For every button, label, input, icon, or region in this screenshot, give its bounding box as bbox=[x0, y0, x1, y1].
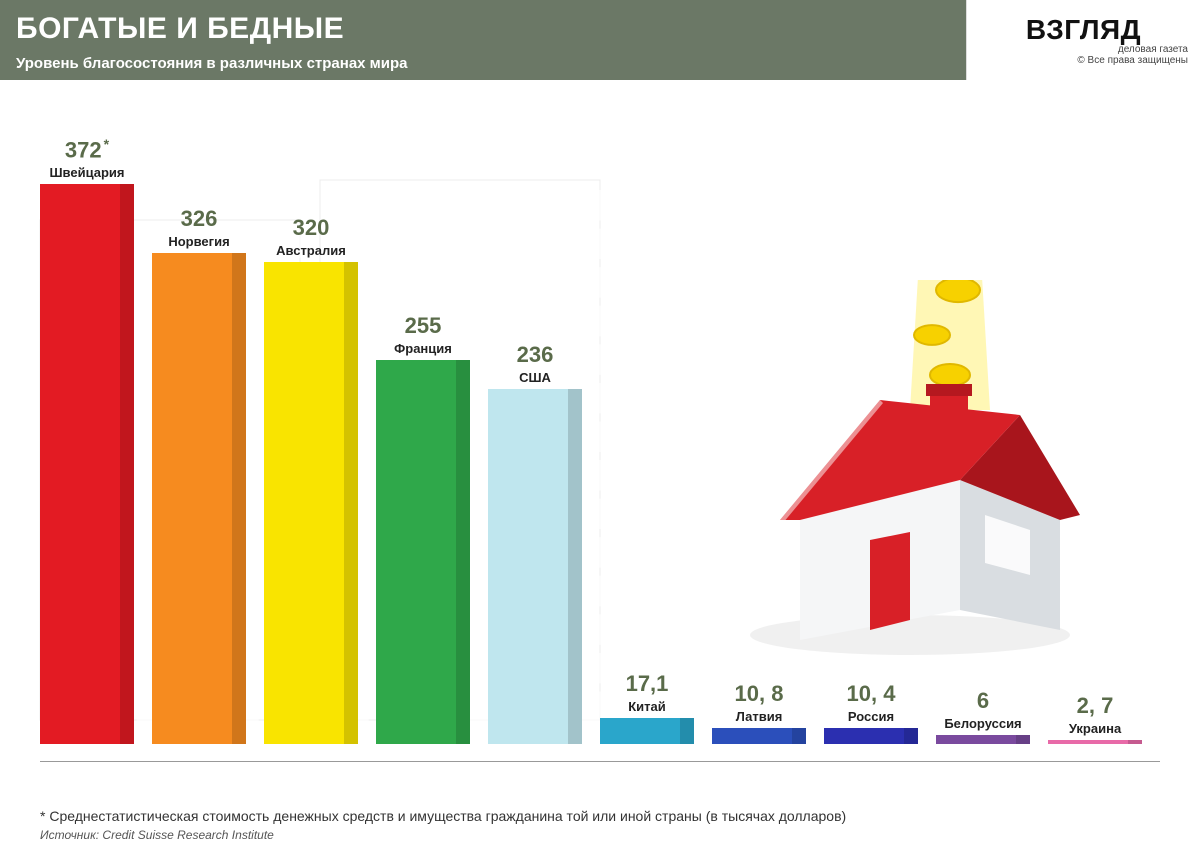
bar-item: 236 США bbox=[488, 342, 582, 744]
bar-rect bbox=[40, 184, 134, 744]
footnote-text: * Среднестатистическая стоимость денежны… bbox=[40, 808, 1160, 824]
bar-value: 10, 8 bbox=[735, 681, 784, 707]
logo-copyright: © Все права защищены bbox=[1077, 55, 1188, 66]
bar-rect bbox=[824, 728, 918, 744]
bar-label: Франция bbox=[394, 341, 452, 356]
bar-rect bbox=[488, 389, 582, 744]
bar-rect bbox=[152, 253, 246, 744]
bar-value: 255 bbox=[405, 313, 442, 339]
page-subtitle: Уровень благосостояния в различных стран… bbox=[16, 55, 408, 72]
bar-value: 372* bbox=[65, 136, 109, 163]
bar-value: 10, 4 bbox=[847, 681, 896, 707]
bar-item: 326 Норвегия bbox=[152, 206, 246, 744]
source-label: Источник: bbox=[40, 828, 99, 842]
source-value: Credit Suisse Research Institute bbox=[102, 828, 273, 842]
bar-label: Китай bbox=[628, 699, 666, 714]
bar-label: Австралия bbox=[276, 243, 346, 258]
bar-rect bbox=[264, 262, 358, 744]
bar-item: 2, 7 Украина bbox=[1048, 693, 1142, 744]
bar-value: 17,1 bbox=[626, 671, 669, 697]
bar-item: 255 Франция bbox=[376, 313, 470, 744]
bar-rect bbox=[376, 360, 470, 744]
bar-label: Швейцария bbox=[49, 165, 124, 180]
footer-divider bbox=[40, 761, 1160, 762]
bar-rect bbox=[712, 728, 806, 744]
bar-label: Украина bbox=[1069, 721, 1121, 736]
bar-item: 320 Австралия bbox=[264, 215, 358, 744]
bar-item: 10, 8 Латвия bbox=[712, 681, 806, 744]
bar-item: 17,1 Китай bbox=[600, 671, 694, 744]
bar-value: 326 bbox=[181, 206, 218, 232]
bar-value: 320 bbox=[293, 215, 330, 241]
source-text: Источник: Credit Suisse Research Institu… bbox=[40, 828, 274, 842]
logo-brand: ВЗГЛЯД bbox=[1026, 14, 1141, 46]
bar-label: Норвегия bbox=[168, 234, 229, 249]
page-title: БОГАТЫЕ И БЕДНЫЕ bbox=[16, 12, 344, 46]
publisher-logo: ВЗГЛЯД деловая газета © Все права защище… bbox=[966, 0, 1200, 80]
house-coins-icon bbox=[720, 280, 1100, 660]
bar-item: 6 Белоруссия bbox=[936, 688, 1030, 744]
bar-rect bbox=[600, 718, 694, 744]
chart-area: 372* Швейцария 326 Норвегия 320 Австралия 255 Ф… bbox=[0, 80, 1200, 804]
bar-rect bbox=[936, 735, 1030, 744]
bar-label: Латвия bbox=[736, 709, 783, 724]
logo-tagline: деловая газета bbox=[1118, 44, 1188, 55]
bar-item: 10, 4 Россия bbox=[824, 681, 918, 744]
header-bar: БОГАТЫЕ И БЕДНЫЕ Уровень благосостояния … bbox=[0, 0, 1200, 80]
bar-value: 2, 7 bbox=[1077, 693, 1114, 719]
bar-value: 6 bbox=[977, 688, 989, 714]
bar-label: Россия bbox=[848, 709, 894, 724]
bar-label: США bbox=[519, 370, 551, 385]
bar-rect bbox=[1048, 740, 1142, 744]
bar-label: Белоруссия bbox=[944, 716, 1021, 731]
bar-value: 236 bbox=[517, 342, 554, 368]
bar-item: 372* Швейцария bbox=[40, 136, 134, 744]
